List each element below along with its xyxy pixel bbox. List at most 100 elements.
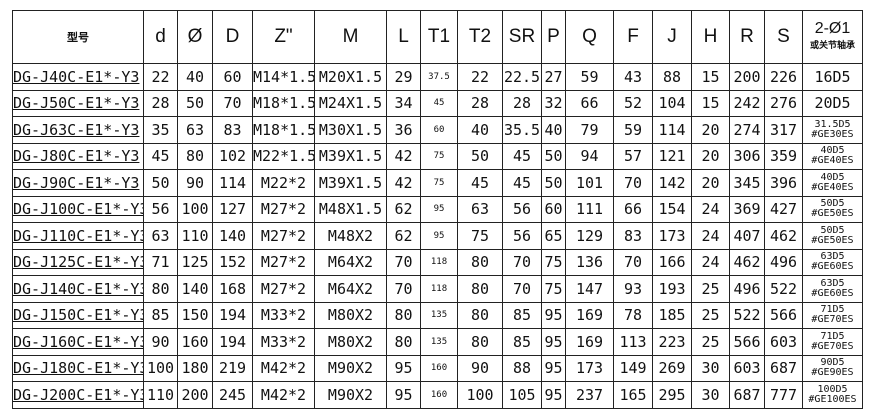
value-cell: 93: [613, 275, 653, 303]
value-cell: 30: [691, 354, 730, 382]
value-cell: 101: [565, 169, 614, 197]
model-cell: DG-J90C-E1*-Y3: [12, 169, 144, 197]
value-cell: 78: [613, 301, 653, 329]
value-cell: 200: [729, 63, 765, 91]
value-cell: 85: [502, 328, 542, 356]
value-cell: 95: [386, 381, 421, 409]
value-cell: M80X2: [314, 328, 387, 356]
value-cell: 154: [652, 195, 692, 223]
bearing-line: 63D5: [820, 251, 845, 263]
value-cell: 147: [565, 275, 614, 303]
value-cell: M27*2: [252, 275, 315, 303]
value-cell: 62: [386, 195, 421, 223]
column-header: SR: [502, 10, 542, 64]
value-cell: M80X2: [314, 301, 387, 329]
value-cell: 90: [457, 354, 503, 382]
value-cell: M90X2: [314, 354, 387, 382]
value-cell: 80: [386, 301, 421, 329]
model-cell: DG-J180C-E1*-Y3: [12, 354, 144, 382]
bearing-line: 90D5: [820, 357, 845, 369]
model-cell: DG-J150C-E1*-Y3: [12, 301, 144, 329]
table-row: DG-J90C-E1*-Y3 50 90 114 M22*2 M39X1.5 42 75 45 4…: [12, 169, 863, 197]
value-cell: 129: [565, 222, 614, 250]
value-cell: 496: [729, 275, 765, 303]
bearing-line: #GE70ES: [811, 340, 854, 352]
value-cell: 70: [502, 248, 542, 276]
bearing-line: 50D5: [820, 198, 845, 210]
table-row: DG-J80C-E1*-Y3 45 80 102 M22*1.5 M39X1.5 42 75 5…: [12, 142, 863, 170]
value-cell: 496: [764, 248, 803, 276]
header-row: 型号 d Ø D Z" M L T1 T2 SR P Q F J H R S 2-Ø1 或关节轴承: [12, 10, 863, 64]
bearing-line: 71D5: [820, 330, 845, 342]
value-cell: 427: [764, 195, 803, 223]
value-cell: 28: [502, 89, 542, 117]
value-cell: M39X1.5: [314, 142, 387, 170]
column-header: F: [613, 10, 653, 64]
value-cell: 20: [691, 116, 730, 144]
value-cell: 60: [420, 116, 458, 144]
value-cell: 57: [613, 142, 653, 170]
value-cell: 15: [691, 63, 730, 91]
value-cell: 462: [729, 248, 765, 276]
value-cell: M14*1.5: [252, 63, 315, 91]
bearing-line: 20D5: [814, 94, 851, 113]
value-cell: 28: [457, 89, 503, 117]
value-cell: 71: [143, 248, 178, 276]
value-cell: 75: [420, 142, 458, 170]
value-cell: 102: [212, 142, 253, 170]
value-cell: M64X2: [314, 275, 387, 303]
column-header: H: [691, 10, 730, 64]
model-cell: DG-J140C-E1*-Y3: [12, 275, 144, 303]
value-cell: 113: [613, 328, 653, 356]
value-cell: 52: [613, 89, 653, 117]
column-header: T2: [457, 10, 503, 64]
value-cell: 24: [691, 195, 730, 223]
value-cell: 80: [457, 328, 503, 356]
value-cell: 35.5: [502, 116, 542, 144]
value-cell: 28: [143, 89, 178, 117]
value-cell: M27*2: [252, 248, 315, 276]
column-header: d: [143, 10, 178, 64]
value-cell: 396: [764, 169, 803, 197]
value-cell: M27*2: [252, 195, 315, 223]
bearing-line: 40D5: [820, 171, 845, 183]
value-cell: 63: [177, 116, 213, 144]
value-cell: 121: [652, 142, 692, 170]
table-row: DG-J110C-E1*-Y3 63 110 140 M27*2 M48X2 62 95 75 5…: [12, 222, 863, 250]
value-cell: 70: [502, 275, 542, 303]
value-cell: 35: [143, 116, 178, 144]
value-cell: M48X1.5: [314, 195, 387, 223]
value-cell: 173: [652, 222, 692, 250]
value-cell: 30: [691, 381, 730, 409]
value-cell: 95: [541, 328, 566, 356]
table-row: DG-J160C-E1*-Y3 90 160 194 M33*2 M80X2 80 135 80…: [12, 328, 863, 356]
value-cell: 36: [386, 116, 421, 144]
value-cell: 193: [652, 275, 692, 303]
value-cell: 237: [565, 381, 614, 409]
value-cell: 135: [420, 328, 458, 356]
bearing-cell: 63D5 #GE60ES: [802, 275, 863, 303]
value-cell: 50: [143, 169, 178, 197]
value-cell: 56: [502, 222, 542, 250]
model-cell: DG-J125C-E1*-Y3: [12, 248, 144, 276]
value-cell: 66: [565, 89, 614, 117]
model-cell: DG-J50C-E1*-Y3: [12, 89, 144, 117]
column-header: L: [386, 10, 421, 64]
value-cell: 42: [386, 169, 421, 197]
value-cell: M33*2: [252, 328, 315, 356]
value-cell: M27*2: [252, 222, 315, 250]
column-header: Ø: [177, 10, 213, 64]
bearing-line: 63D5: [820, 277, 845, 289]
bearing-line: 16D5: [814, 67, 851, 86]
value-cell: 114: [652, 116, 692, 144]
value-cell: 185: [652, 301, 692, 329]
value-cell: 603: [764, 328, 803, 356]
value-cell: 687: [729, 381, 765, 409]
value-cell: M22*1.5: [252, 142, 315, 170]
value-cell: 110: [177, 222, 213, 250]
value-cell: 37.5: [420, 63, 458, 91]
value-cell: 127: [212, 195, 253, 223]
value-cell: 75: [541, 248, 566, 276]
value-cell: 152: [212, 248, 253, 276]
value-cell: 45: [502, 142, 542, 170]
